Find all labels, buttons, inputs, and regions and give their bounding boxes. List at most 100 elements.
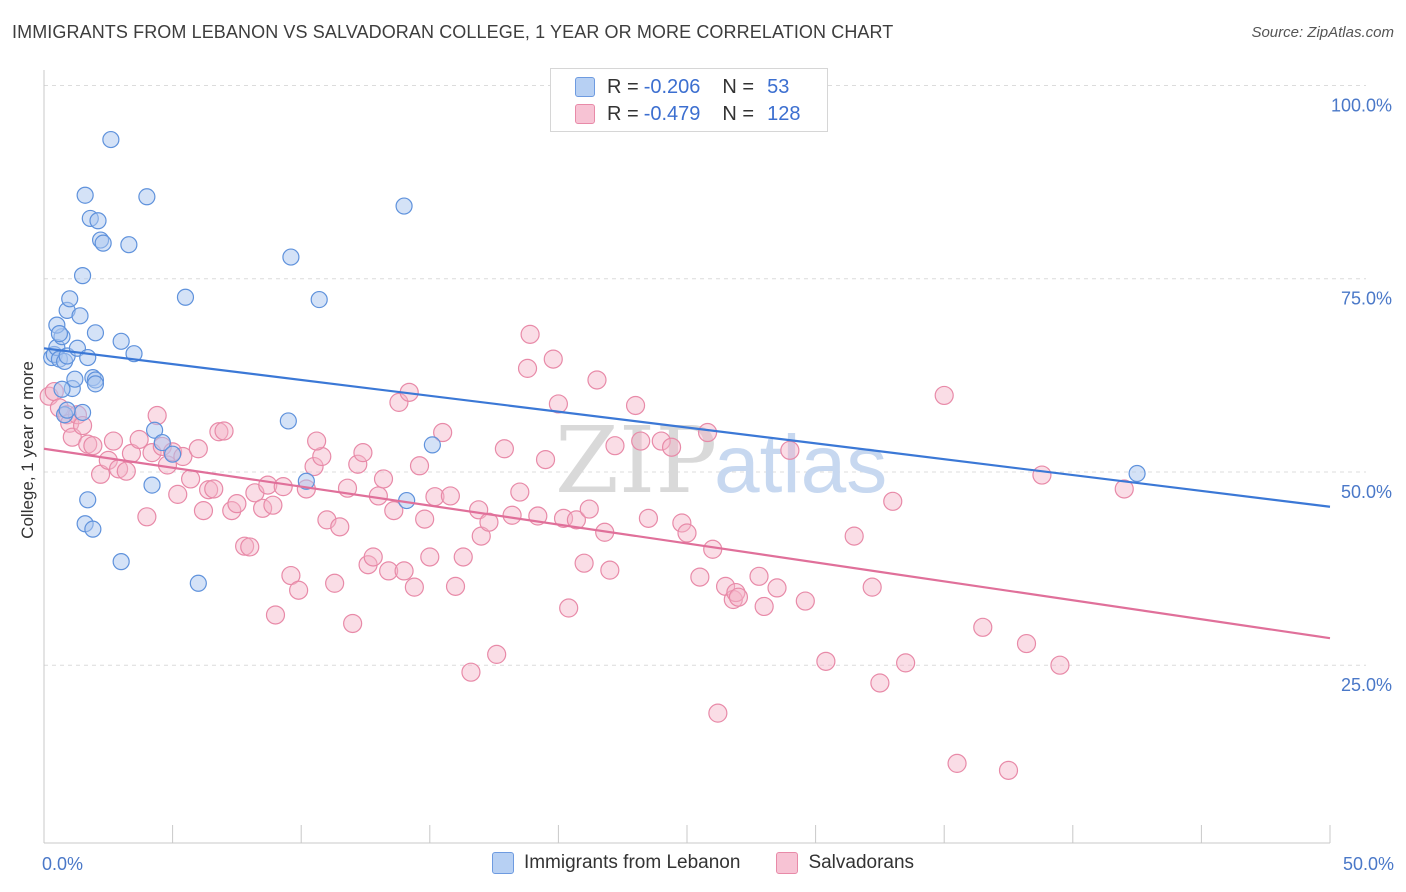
salvadorans-point — [384, 501, 404, 521]
salvadorans-point — [638, 508, 659, 528]
lebanon-point — [120, 236, 138, 254]
salvadorans-point — [440, 486, 460, 506]
lebanon-point — [395, 197, 413, 215]
salvadorans-point — [708, 703, 728, 723]
salvadorans-point — [690, 567, 710, 587]
salvadorans-point — [494, 439, 514, 459]
salvadorans-point — [754, 596, 774, 617]
n-value: 128 — [767, 102, 801, 125]
salvadorans-point — [147, 405, 167, 426]
pink-swatch — [575, 104, 595, 124]
lebanon-point — [153, 433, 171, 452]
salvadorans-point — [1032, 465, 1052, 485]
lebanon-point — [86, 324, 105, 342]
lebanon-point — [86, 375, 105, 393]
salvadorans-trend-line — [43, 447, 1331, 640]
salvadorans-point — [579, 499, 599, 519]
salvadorans-point — [363, 547, 383, 567]
salvadorans-point — [816, 651, 836, 671]
n-value: 53 — [767, 75, 790, 98]
y-tick-label: 25.0% — [1341, 675, 1392, 695]
salvadorans-point — [307, 431, 327, 451]
lebanon-point — [1128, 464, 1146, 483]
blue-swatch — [491, 852, 514, 874]
salvadorans-point — [137, 507, 157, 527]
salvadorans-point — [181, 469, 201, 489]
legend-item-salvadorans[interactable]: Salvadorans — [776, 852, 914, 874]
lebanon-points — [43, 130, 1146, 592]
salvadorans-point — [672, 513, 692, 533]
salvadorans-point — [199, 480, 219, 500]
salvadorans-point — [973, 617, 993, 637]
lebanon-point — [61, 290, 79, 308]
salvadorans-point — [263, 495, 283, 515]
watermark-atlas: atlas — [714, 419, 887, 510]
legend-row-lebanon: R = -0.206 N = 53 — [575, 75, 789, 99]
lebanon-point — [89, 212, 107, 230]
r-value: -0.479 — [643, 102, 701, 125]
salvadorans-point — [330, 517, 350, 537]
lebanon-point — [50, 324, 69, 343]
salvadorans-point — [651, 431, 671, 451]
salvadorans-point — [227, 494, 247, 514]
salvadorans-point — [947, 753, 967, 773]
n-label: N = — [722, 75, 755, 98]
lebanon-point — [145, 421, 164, 439]
salvadorans-point — [168, 484, 188, 504]
lebanon-point — [138, 188, 156, 206]
tick-labels: 25.0% 50.0% 75.0% 100.0% 0.0% 50.0% — [42, 95, 1394, 874]
salvadorans-point — [273, 477, 293, 497]
lebanon-point — [71, 307, 89, 325]
lebanon-point — [58, 401, 76, 419]
salvadorans-point — [502, 505, 522, 525]
chart-title: IMMIGRANTS FROM LEBANON VS SALVADORAN CO… — [12, 22, 894, 42]
y-axis-title: College, 1 year or more — [18, 361, 37, 539]
salvadorans-point — [605, 436, 625, 456]
lebanon-point — [176, 288, 195, 306]
salvadorans-point — [312, 446, 332, 467]
salvadorans-point — [625, 395, 646, 416]
legend-label: Immigrants from Lebanon — [523, 852, 741, 873]
lebanon-point — [84, 520, 102, 538]
salvadorans-point — [103, 431, 124, 451]
salvadorans-point — [749, 566, 769, 586]
salvadorans-point — [870, 673, 890, 693]
series-legend: Immigrants from Lebanon Salvadorans — [0, 852, 1406, 874]
lebanon-point — [125, 345, 143, 363]
salvadorans-point — [844, 526, 864, 546]
salvadorans-point — [559, 598, 579, 618]
lebanon-point — [297, 472, 315, 490]
lebanon-point — [423, 436, 441, 454]
legend-row-salvadorans: R = -0.479 N = 128 — [575, 102, 800, 126]
salvadorans-point — [697, 422, 718, 443]
salvadorans-point — [415, 509, 435, 529]
salvadorans-point — [214, 421, 234, 441]
legend-label: Salvadorans — [808, 852, 915, 873]
salvadorans-point — [661, 437, 682, 457]
x-tick-label: 0.0% — [42, 854, 83, 874]
salvadorans-point — [343, 613, 363, 634]
salvadorans-point — [289, 580, 309, 600]
salvadorans-point — [510, 482, 530, 502]
legend-item-lebanon[interactable]: Immigrants from Lebanon — [491, 852, 741, 874]
salvadorans-point — [998, 760, 1019, 780]
salvadorans-point — [487, 644, 507, 664]
r-label: R = — [607, 75, 639, 98]
lebanon-point — [164, 445, 182, 463]
salvadorans-point — [461, 662, 481, 682]
salvadorans-point — [348, 454, 368, 474]
salvadorans-points — [39, 324, 1134, 780]
salvadorans-point — [404, 577, 424, 597]
salvadorans-point — [116, 461, 136, 481]
salvadorans-point — [368, 486, 388, 506]
lebanon-trend-line — [43, 347, 1331, 508]
lebanon-point — [53, 380, 71, 398]
salvadorans-point — [780, 440, 800, 460]
salvadorans-point — [304, 456, 324, 477]
salvadorans-point — [409, 456, 430, 476]
lebanon-point — [279, 412, 297, 430]
salvadorans-point — [934, 385, 954, 406]
salvadorans-point — [453, 547, 473, 567]
salvadorans-point — [574, 553, 594, 573]
